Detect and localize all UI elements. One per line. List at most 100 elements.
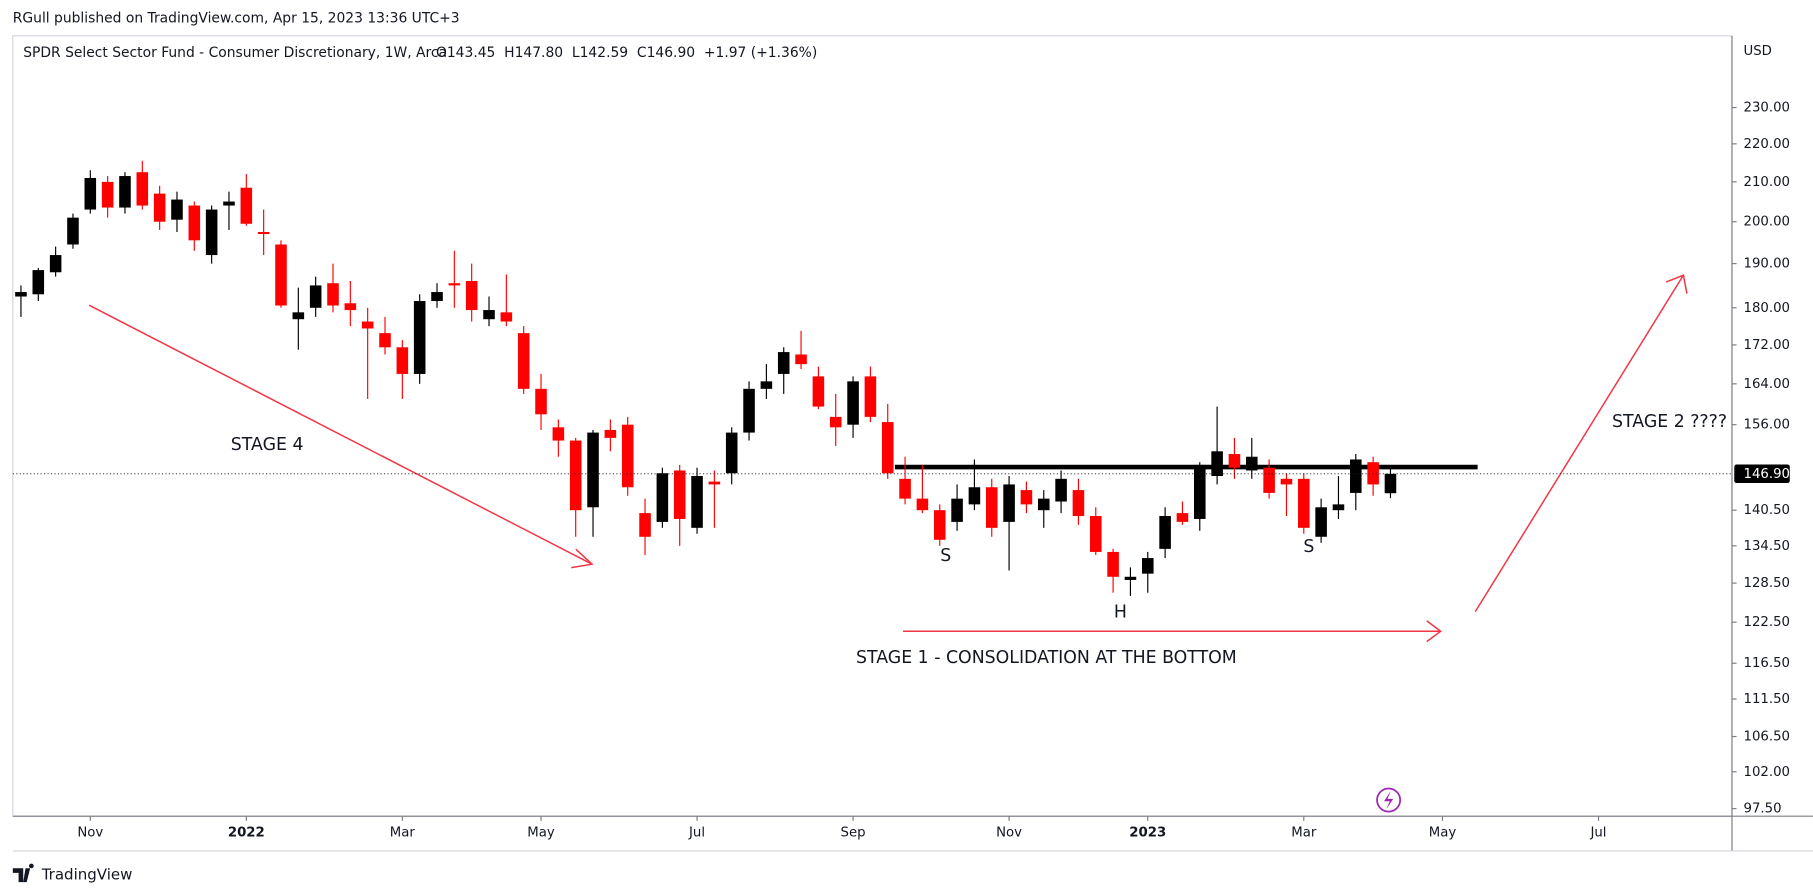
candle-body xyxy=(257,231,270,235)
candle-body xyxy=(1124,576,1137,580)
candle-body xyxy=(1315,507,1327,537)
candle-body xyxy=(656,473,669,522)
x-tick-label: May xyxy=(527,825,555,840)
brand: TradingView xyxy=(12,863,133,884)
candle-body xyxy=(240,187,253,224)
candle-body xyxy=(1263,467,1275,493)
candle-body xyxy=(829,416,842,428)
y-tick-label: 128.50 xyxy=(1744,576,1790,591)
candle-body xyxy=(379,333,391,348)
x-tick-label: 2022 xyxy=(228,825,265,840)
y-tick-label: 116.50 xyxy=(1744,656,1790,671)
candle-body xyxy=(1332,504,1345,511)
candle-body xyxy=(136,172,149,206)
candle-body xyxy=(171,199,183,220)
candle-body xyxy=(639,513,651,537)
candle-body xyxy=(985,487,998,528)
x-tick-label: May xyxy=(1429,825,1457,840)
candle-body xyxy=(101,181,114,208)
drawings xyxy=(88,274,1688,813)
x-tick-label: Sep xyxy=(841,825,866,840)
candle-body xyxy=(760,381,773,389)
candle-body xyxy=(795,354,807,365)
candle-body xyxy=(708,481,721,485)
candle-body xyxy=(743,388,755,433)
y-tick-label: 111.50 xyxy=(1744,692,1790,707)
candle-body xyxy=(483,310,495,320)
candle-body xyxy=(205,209,218,256)
candle-body xyxy=(188,205,201,241)
candle-body xyxy=(49,255,62,273)
candle-body xyxy=(535,388,547,415)
candle-body xyxy=(951,498,963,522)
candle-body xyxy=(725,432,738,474)
published-line: RGull published on TradingView.com, Apr … xyxy=(13,10,460,26)
candle-body xyxy=(1193,464,1206,519)
candle-body xyxy=(275,244,287,306)
x-tick-label: Mar xyxy=(1291,825,1317,840)
y-tick-label: 172.00 xyxy=(1744,338,1790,353)
annotation: STAGE 1 - CONSOLIDATION AT THE BOTTOM xyxy=(856,648,1237,668)
x-tick-label: Nov xyxy=(996,825,1022,840)
candle-body xyxy=(691,476,703,528)
candle-body xyxy=(1037,498,1050,511)
currency: USD xyxy=(1744,44,1772,59)
candle-body xyxy=(448,283,461,286)
candle-body xyxy=(1072,490,1085,517)
y-tick-label: 122.50 xyxy=(1744,615,1790,630)
candle-body xyxy=(327,283,339,306)
candle-body xyxy=(916,498,929,511)
annotation: STAGE 4 xyxy=(231,435,304,455)
candle-body xyxy=(933,510,946,540)
candle-body xyxy=(1020,490,1033,505)
candle-body xyxy=(1159,516,1171,549)
candle-body xyxy=(968,487,981,505)
event-icon[interactable] xyxy=(1376,787,1402,813)
last-price-box xyxy=(1734,464,1790,484)
candle-body xyxy=(1176,513,1189,522)
y-tick-label: 210.00 xyxy=(1744,175,1790,190)
candle-body xyxy=(604,429,617,438)
candle-body xyxy=(1107,551,1119,577)
x-tick-label: Mar xyxy=(390,825,416,840)
stage4-arrow xyxy=(88,304,593,565)
candle-body xyxy=(500,312,513,322)
annotation: S xyxy=(1303,537,1314,557)
candle-body xyxy=(517,333,530,389)
x-tick-label: Jul xyxy=(1589,825,1606,840)
candle-body xyxy=(552,427,565,441)
candle-body xyxy=(67,217,79,245)
candle-body xyxy=(881,422,894,474)
candle-body xyxy=(431,292,443,302)
stage4-arrow-head xyxy=(571,548,594,569)
candle-body xyxy=(1228,454,1241,468)
y-tick-label: 156.00 xyxy=(1744,418,1790,433)
candle-body xyxy=(1280,478,1293,485)
candle-body xyxy=(396,347,409,374)
candle-body xyxy=(864,376,877,417)
candle-body xyxy=(1089,516,1102,552)
candle-body xyxy=(1350,459,1362,493)
candle-body xyxy=(812,376,825,407)
candle-body xyxy=(223,201,235,206)
annotation: S xyxy=(940,546,951,566)
y-tick-label: 200.00 xyxy=(1744,215,1790,230)
y-tick-label: 140.50 xyxy=(1744,503,1790,518)
annotation: H xyxy=(1114,603,1127,623)
brand-name: TradingView xyxy=(41,866,133,884)
candles xyxy=(15,160,1397,596)
candle-body xyxy=(413,301,426,374)
x-tick-label: Nov xyxy=(77,825,103,840)
chart-title: SPDR Select Sector Fund - Consumer Discr… xyxy=(23,45,447,61)
candle-body xyxy=(119,176,131,208)
candle-body xyxy=(32,270,45,295)
candle-body xyxy=(153,193,166,222)
candle-body xyxy=(1003,484,1015,522)
candle-body xyxy=(569,440,582,511)
candle-body xyxy=(1367,462,1379,485)
stage2-arrow-head xyxy=(1665,274,1688,294)
x-tick-label: 2023 xyxy=(1129,825,1166,840)
candle-body xyxy=(344,303,357,311)
y-tick-label: 220.00 xyxy=(1744,137,1790,152)
